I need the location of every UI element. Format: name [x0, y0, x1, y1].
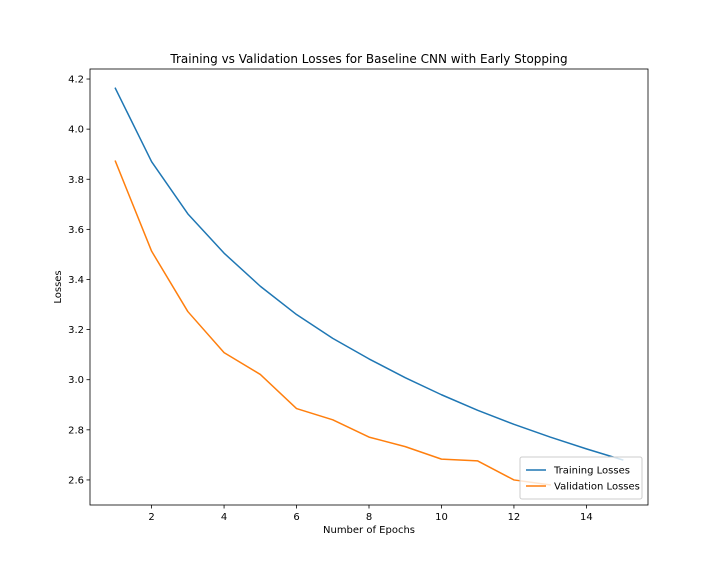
training-losses-line	[114, 87, 624, 461]
y-tick-label: 3.4	[68, 275, 84, 286]
y-tick-label: 4.2	[68, 75, 84, 86]
y-axis-ticks: 2.6 2.8 3.0 3.2 3.4 3.6 3.8 4.0 4.2	[68, 75, 90, 486]
y-tick-label: 2.8	[68, 425, 84, 436]
chart-title: Training vs Validation Losses for Baseli…	[169, 52, 567, 66]
x-tick-label: 12	[508, 512, 521, 523]
legend: Training Losses Validation Losses	[519, 456, 643, 500]
x-tick-label: 2	[148, 512, 154, 523]
y-tick-label: 4.0	[68, 125, 84, 136]
y-tick-label: 3.6	[68, 225, 84, 236]
y-tick-label: 2.6	[68, 475, 84, 486]
x-tick-label: 14	[580, 512, 593, 523]
x-axis-label: Number of Epochs	[323, 525, 415, 536]
x-tick-label: 8	[366, 512, 372, 523]
y-axis-label: Losses	[53, 270, 64, 303]
legend-label: Validation Losses	[554, 482, 640, 493]
y-tick-label: 3.0	[68, 375, 84, 386]
y-tick-label: 3.2	[68, 325, 84, 336]
series-layer	[114, 87, 624, 486]
x-tick-label: 4	[221, 512, 227, 523]
legend-label: Training Losses	[553, 466, 630, 477]
y-tick-label: 3.8	[68, 175, 84, 186]
x-tick-label: 6	[293, 512, 299, 523]
validation-losses-line	[114, 160, 552, 486]
legend-box	[519, 456, 643, 500]
x-axis-ticks: 2 4 6 8 10 12 14	[148, 505, 593, 523]
x-tick-label: 10	[435, 512, 448, 523]
